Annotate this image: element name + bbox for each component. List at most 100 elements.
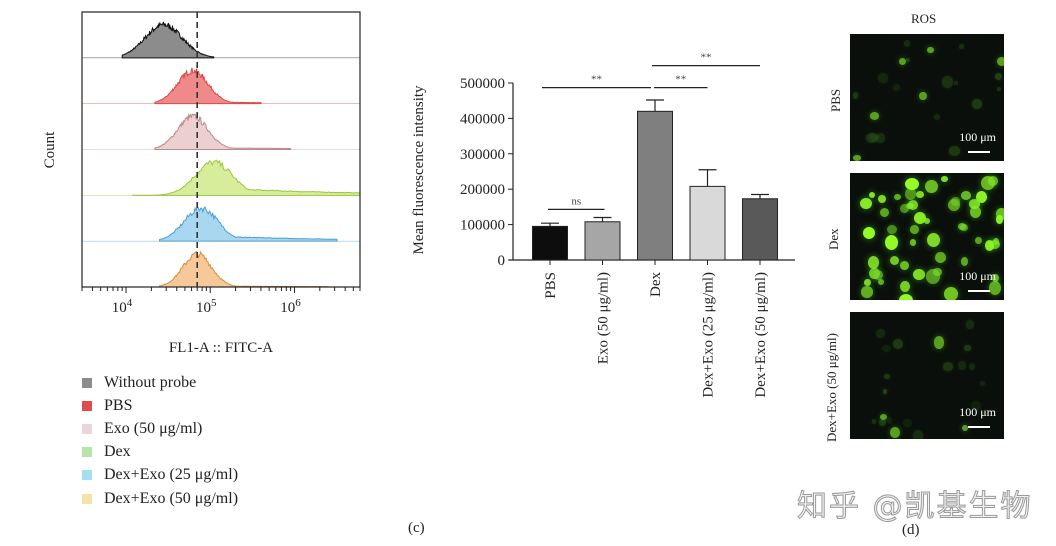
legend-item-dex-exo-25: Dex+Exo (25 μg/ml) bbox=[82, 464, 238, 487]
fluorescent-cell bbox=[972, 98, 982, 109]
fluorescent-cell bbox=[910, 239, 917, 246]
fluorescent-cell bbox=[913, 430, 924, 439]
fluorescent-cell bbox=[892, 338, 904, 350]
fluorescent-cell bbox=[996, 208, 1004, 220]
fluorescent-cell bbox=[878, 419, 886, 426]
histogram-series-2 bbox=[154, 112, 292, 150]
fluorescent-cell bbox=[988, 281, 1002, 296]
fluorescent-cell bbox=[995, 214, 1004, 224]
histogram-legend: Without probe PBS Exo (50 μg/ml) Dex Dex… bbox=[82, 371, 238, 510]
legend-swatch bbox=[82, 470, 92, 481]
legend-swatch bbox=[82, 447, 92, 458]
fluorescent-cell bbox=[893, 84, 901, 92]
fluorescent-cell bbox=[980, 380, 985, 387]
fluorescent-cell bbox=[903, 40, 911, 48]
y-tick-label: 500000 bbox=[460, 76, 505, 92]
fluorescent-cell bbox=[868, 255, 880, 269]
fluorescent-cell bbox=[916, 191, 924, 199]
fluorescent-cell bbox=[882, 344, 892, 352]
microscopy-image-dex: 100 μm bbox=[850, 173, 1004, 300]
fluorescent-cell bbox=[961, 191, 972, 200]
fluorescent-cell bbox=[890, 427, 901, 438]
fluorescent-cell bbox=[925, 179, 938, 194]
fluorescent-cell bbox=[953, 81, 959, 85]
fluorescent-cell bbox=[918, 91, 927, 101]
fluorescent-cell bbox=[958, 360, 967, 371]
scale-bar bbox=[968, 151, 990, 153]
fluorescent-cell bbox=[926, 232, 941, 247]
bar-3 bbox=[689, 185, 726, 261]
fluorescent-cell bbox=[959, 43, 964, 49]
fluorescent-cell bbox=[900, 260, 909, 270]
fluorescent-cell bbox=[975, 237, 982, 245]
fluorescent-cell bbox=[957, 222, 967, 231]
fluorescent-cell bbox=[904, 177, 919, 190]
panel-label-d: (d) bbox=[902, 522, 920, 538]
fluorescent-cell bbox=[991, 274, 999, 282]
legend-swatch bbox=[82, 493, 92, 504]
fluorescent-cell bbox=[982, 409, 988, 417]
scale-bar bbox=[968, 426, 990, 428]
microscopy-title: ROS bbox=[911, 11, 937, 26]
fluorescent-cell bbox=[869, 111, 880, 120]
fluorescent-cell bbox=[876, 132, 886, 143]
fluorescent-cell bbox=[985, 240, 995, 251]
legend-label: Dex+Exo (25 μg/ml) bbox=[104, 466, 239, 484]
legend-item-dex-exo-50: Dex+Exo (50 μg/ml) bbox=[82, 487, 238, 510]
legend-item-exo-50: Exo (50 μg/ml) bbox=[82, 417, 238, 440]
fluorescent-cell bbox=[965, 320, 974, 329]
fluorescent-cell bbox=[887, 225, 897, 235]
legend-item-pbs: PBS bbox=[82, 394, 238, 417]
x-tick-label: 104 bbox=[112, 297, 133, 316]
fluorescent-cell bbox=[914, 211, 927, 224]
y-tick-label: 400000 bbox=[460, 111, 505, 127]
significance-label: ** bbox=[701, 52, 712, 64]
fluorescent-cell bbox=[886, 417, 893, 424]
bar-1 bbox=[584, 221, 621, 261]
row-label-dex-exo-50: Dex+Exo (50 μg/ml) bbox=[824, 333, 839, 442]
legend-swatch bbox=[82, 400, 92, 411]
fluorescent-cell bbox=[992, 238, 1000, 246]
fluorescent-cell bbox=[907, 200, 919, 210]
x-tick-label: 105 bbox=[196, 297, 217, 316]
fluorescent-cell bbox=[864, 279, 871, 287]
fluorescent-cell bbox=[968, 199, 980, 209]
legend-item-without-probe: Without probe bbox=[82, 371, 238, 394]
bar-4 bbox=[742, 198, 778, 261]
fluorescent-cell bbox=[933, 113, 941, 120]
fluorescent-cell bbox=[913, 269, 926, 281]
legend-label: Dex bbox=[104, 443, 131, 461]
fluorescent-cell bbox=[878, 279, 885, 286]
fluorescent-cell bbox=[863, 226, 876, 240]
legend-label: Without probe bbox=[104, 373, 197, 391]
fluorescent-cell bbox=[880, 207, 890, 218]
y-tick-label: 200000 bbox=[460, 182, 505, 198]
row-label-dex: Dex bbox=[826, 228, 841, 250]
legend-label: Dex+Exo (50 μg/ml) bbox=[104, 489, 239, 507]
fluorescent-cell bbox=[942, 75, 953, 88]
fluorescent-cell bbox=[869, 133, 879, 143]
bar-2 bbox=[637, 110, 673, 261]
row-label-pbs: PBS bbox=[828, 88, 843, 112]
x-tick-label: Dex bbox=[648, 272, 664, 297]
histogram-series-4 bbox=[158, 204, 338, 242]
scale-bar-label: 100 μm bbox=[959, 405, 996, 419]
legend-label: PBS bbox=[104, 396, 133, 414]
fluorescent-cell bbox=[994, 73, 1002, 81]
fluorescent-cell bbox=[899, 203, 909, 214]
fluorescent-cell bbox=[883, 373, 890, 380]
scale-bar-label: 100 μm bbox=[959, 130, 996, 144]
x-tick-label: PBS bbox=[543, 272, 559, 299]
fluorescent-cell bbox=[853, 155, 861, 161]
fluorescent-cell bbox=[927, 46, 934, 54]
histogram-series-5 bbox=[158, 250, 329, 288]
legend-label: Exo (50 μg/ml) bbox=[104, 419, 203, 437]
panel-label-c: (c) bbox=[408, 520, 425, 536]
fluorescent-cell bbox=[961, 257, 969, 266]
fluorescent-cell bbox=[934, 251, 947, 264]
scale-bar bbox=[968, 290, 990, 292]
fluorescent-cell bbox=[969, 363, 976, 370]
microscopy-image-dex-exo-50: 100 μm bbox=[850, 312, 1004, 439]
legend-swatch bbox=[82, 423, 92, 434]
